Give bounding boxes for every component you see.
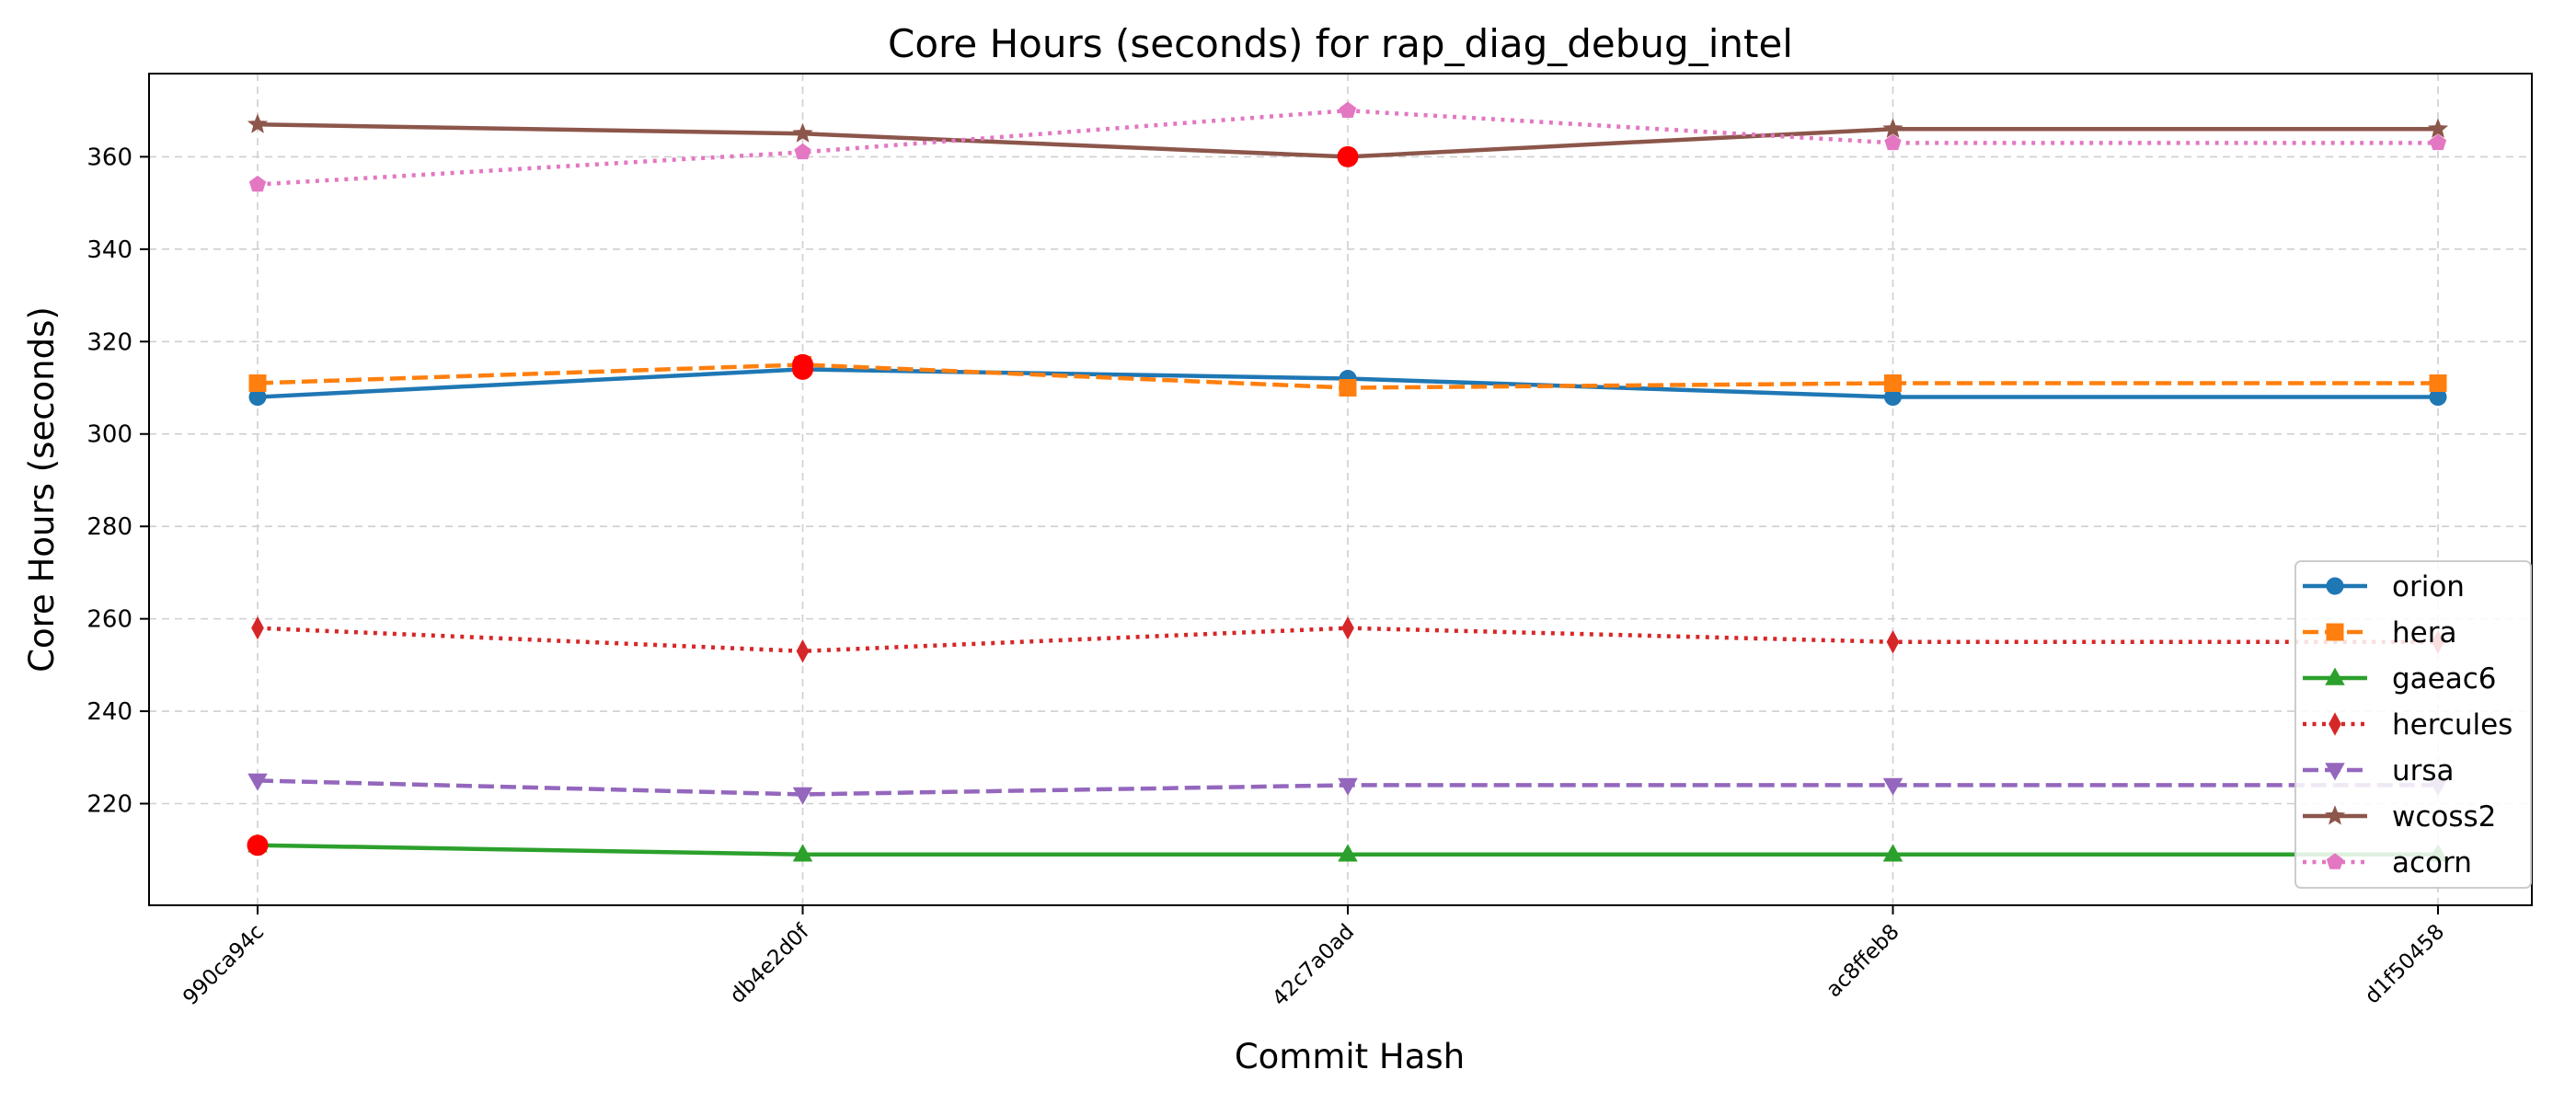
series-hera [248,355,2447,397]
y-tick-label: 240 [86,698,132,726]
legend-label: hera [2392,616,2456,650]
legend-marker [2326,853,2344,869]
legend-box [2294,560,2532,889]
legend-marker [2326,577,2344,595]
highlight-point [1337,145,1359,167]
x-axis-label: Commit Hash [1235,1037,1465,1076]
legend-marker [2324,805,2346,825]
data-point-hera [2429,374,2447,392]
legend-label: wcoss2 [2392,800,2496,834]
data-point-hera [1884,374,1902,392]
grid [149,74,2532,905]
chart-title: Core Hours (seconds) for rap_diag_debug_… [888,21,1793,66]
legend-label: orion [2392,570,2465,604]
legend-entry-orion: orion [2303,570,2465,604]
data-point-acorn [1339,101,1357,118]
plot-area-frame [148,73,2533,906]
y-axis-label: Core Hours (seconds) [22,306,62,673]
legend-label: ursa [2392,754,2455,788]
y-tick-label: 280 [86,513,132,541]
legend-label: gaeac6 [2392,662,2497,696]
legend-entry-gaeac6: gaeac6 [2303,662,2497,696]
data-point-hera [248,374,267,392]
data-point-acorn [2429,133,2447,151]
y-tick-label: 260 [86,606,132,634]
data-point-gaeac6 [1338,844,1358,862]
data-point-ursa [247,773,268,791]
legend-entries: orion hera gaeac6 hercules ursa wcoss2 acorn [2303,570,2513,880]
y-tick-label: 300 [86,421,132,449]
data-point-acorn [248,175,267,192]
legend-label: acorn [2392,846,2472,880]
data-point-acorn [1884,133,1902,151]
legend-label: hercules [2392,708,2513,742]
data-point-gaeac6 [1882,844,1903,862]
highlight-point [247,834,269,857]
data-point-ursa [1882,777,1903,796]
data-point-wcoss2 [792,122,813,143]
legend-entry-acorn: acorn [2303,846,2472,880]
y-tick-label: 340 [86,236,132,264]
series-acorn [248,101,2447,192]
legend-marker [2325,763,2345,781]
legend: orion hera gaeac6 hercules ursa wcoss2 acorn [2294,560,2532,889]
legend-entry-ursa: ursa [2303,754,2455,788]
data-point-hercules [1886,629,1900,654]
legend-entry-hera: hera [2303,616,2456,650]
legend-entry-hercules: hercules [2303,708,2513,742]
y-axis: 220 240 260 280 300 320 340 360 [86,144,149,819]
data-point-ursa [1338,777,1358,796]
data-point-acorn [794,143,811,160]
legend-entry-wcoss2: wcoss2 [2303,800,2496,834]
legend-marker [2326,623,2344,641]
highlight-point [792,358,813,380]
series-line-hercules [257,626,2438,654]
data-point-wcoss2 [1882,118,1903,138]
data-point-wcoss2 [247,113,269,133]
y-tick-label: 320 [86,328,132,356]
legend-marker [2325,667,2345,685]
legend-marker [2329,712,2341,736]
highlight-group [247,145,1359,857]
data-point-ursa [792,787,813,805]
data-point-wcoss2 [2427,118,2449,138]
data-point-hercules [1341,615,1354,640]
y-tick-label: 360 [86,144,132,171]
data-point-gaeac6 [792,844,813,862]
data-point-hercules [251,615,264,640]
data-point-hera [1339,379,1357,397]
data-point-hercules [796,639,810,663]
y-tick-label: 220 [86,791,132,819]
